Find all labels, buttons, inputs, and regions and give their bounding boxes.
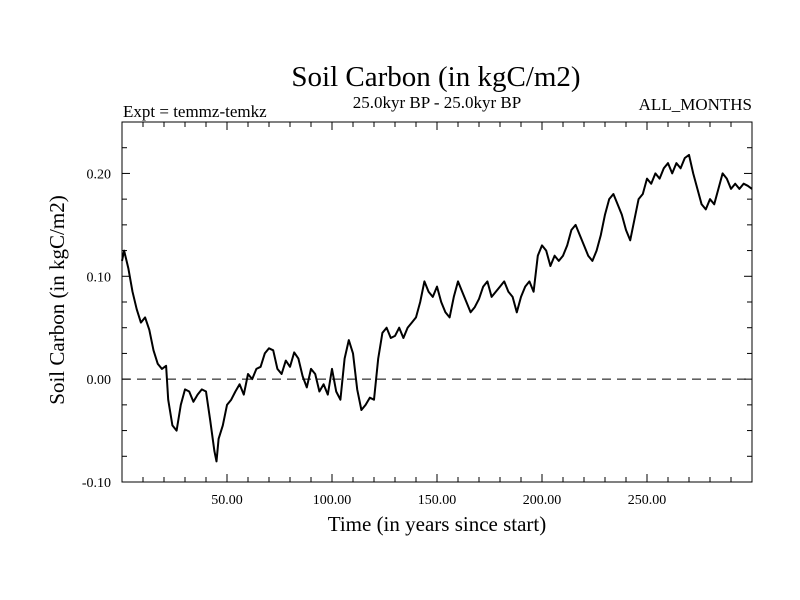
x-axis-label: Time (in years since start) bbox=[328, 512, 547, 536]
x-tick-label: 250.00 bbox=[628, 493, 667, 508]
y-tick-label: 0.10 bbox=[87, 270, 112, 285]
x-tick-label: 50.00 bbox=[211, 493, 243, 508]
tick-marks bbox=[122, 122, 752, 482]
months-label: ALL_MONTHS bbox=[639, 95, 752, 114]
chart-title: Soil Carbon (in kgC/m2) bbox=[291, 61, 580, 93]
period-label: 25.0kyr BP - 25.0kyr BP bbox=[353, 93, 521, 112]
x-tick-label: 150.00 bbox=[418, 493, 457, 508]
data-layer bbox=[121, 153, 753, 463]
x-tick-label: 200.00 bbox=[523, 493, 562, 508]
y-tick-label: 0.00 bbox=[87, 373, 112, 388]
y-tick-label: 0.20 bbox=[87, 167, 112, 182]
y-tick-label: -0.10 bbox=[82, 476, 111, 491]
experiment-label: Expt = temmz-temkz bbox=[123, 102, 267, 121]
series-line-soil-carbon bbox=[121, 153, 753, 463]
tick-labels: 50.00 100.00 150.00 200.00 250.00 -0.10 0.00 0.… bbox=[82, 167, 666, 508]
x-tick-label: 100.00 bbox=[313, 493, 352, 508]
y-axis-label: Soil Carbon (in kgC/m2) bbox=[45, 195, 69, 404]
